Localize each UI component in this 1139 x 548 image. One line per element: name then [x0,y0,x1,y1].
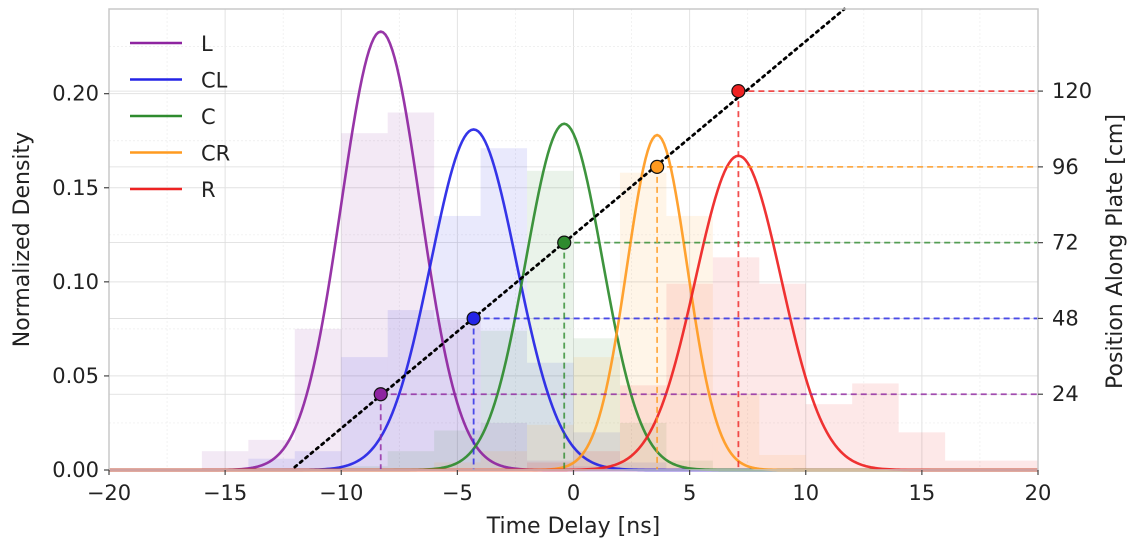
marker-c [557,235,572,250]
histogram-bar-cl [619,462,667,470]
histogram-bar-c [341,466,388,470]
position-guides [379,90,1038,470]
marker-cr [650,159,665,174]
x-tick-label: −10 [319,481,363,505]
histogram-bar-cr [619,172,667,471]
histogram-bar-l [201,451,249,470]
histogram-bar-l [341,133,388,471]
histogram-bar-c [666,460,713,470]
y2-tick-label: 24 [1052,382,1079,406]
y-tick-label: 0.10 [52,270,99,294]
x-tick-label: −5 [442,481,473,505]
x-tick-label: 10 [792,481,819,505]
x-axis-title: Time Delay [ns] [486,514,661,539]
histogram-bar-cl [527,362,574,470]
histogram-bar-r [759,283,806,470]
histogram-bar-c [480,330,528,470]
histogram-bar-cr [527,424,574,470]
histogram-bar-cr [434,462,481,470]
histogram-bar-r [573,451,620,470]
legend-label-cr: CR [201,142,230,166]
histogram-bar-r [945,460,1038,470]
histogram-bar-cr [573,357,620,470]
y2-tick-label: 96 [1052,155,1079,179]
histogram-bar-r [898,432,946,470]
histogram-bar-r [527,462,574,470]
histogram-bar-cl [387,310,435,470]
y-tick-label: 0.05 [52,364,99,388]
histogram-bar-r [852,383,899,470]
y-tick-label: 0.20 [52,82,99,106]
histogram-bar-cr [759,454,806,470]
histogram-bar-cl [341,357,388,470]
histogram-bar-r [712,257,760,470]
histogram-bar-l [387,112,435,470]
marker-cl [466,311,481,326]
x-tick-label: 0 [567,481,580,505]
y2-tick-label: 72 [1052,231,1079,255]
x-tick-label: −20 [87,481,131,505]
x-tick-label: 15 [909,481,936,505]
position-markers [373,83,746,402]
marker-r [731,83,746,99]
y2-tick-label: 120 [1052,79,1092,103]
histogram-bar-c [527,170,574,470]
histogram-bar-cl [248,458,295,470]
marker-l [373,387,388,402]
histograms [201,112,1038,471]
axis-ticks: −20 −15 −10 −5 0 5 10 15 20 0.00 0.05 0.10 0.15 0.20 2… [52,79,1092,505]
legend-label-cl: CL [201,69,228,93]
y2-axis-title: Position Along Plate [cm] [1103,114,1128,389]
legend-label-r: R [201,178,216,202]
x-tick-label: 5 [683,481,696,505]
legend-label-c: C [201,105,216,129]
legend-label-l: L [201,32,213,56]
y2-tick-label: 48 [1052,306,1079,330]
histogram-bar-c [387,451,435,470]
histogram-bar-l [527,460,574,470]
y-axis-title: Normalized Density [10,132,35,347]
y-tick-label: 0.15 [52,176,99,200]
histogram-bar-l [480,422,528,470]
x-tick-label: −15 [203,481,247,505]
x-tick-label: 20 [1025,481,1052,505]
legend: L CL C CR R [130,32,230,202]
histogram-bar-cr [666,215,713,470]
y-tick-label: 0.00 [52,458,99,482]
histogram-bar-cr [480,451,528,470]
